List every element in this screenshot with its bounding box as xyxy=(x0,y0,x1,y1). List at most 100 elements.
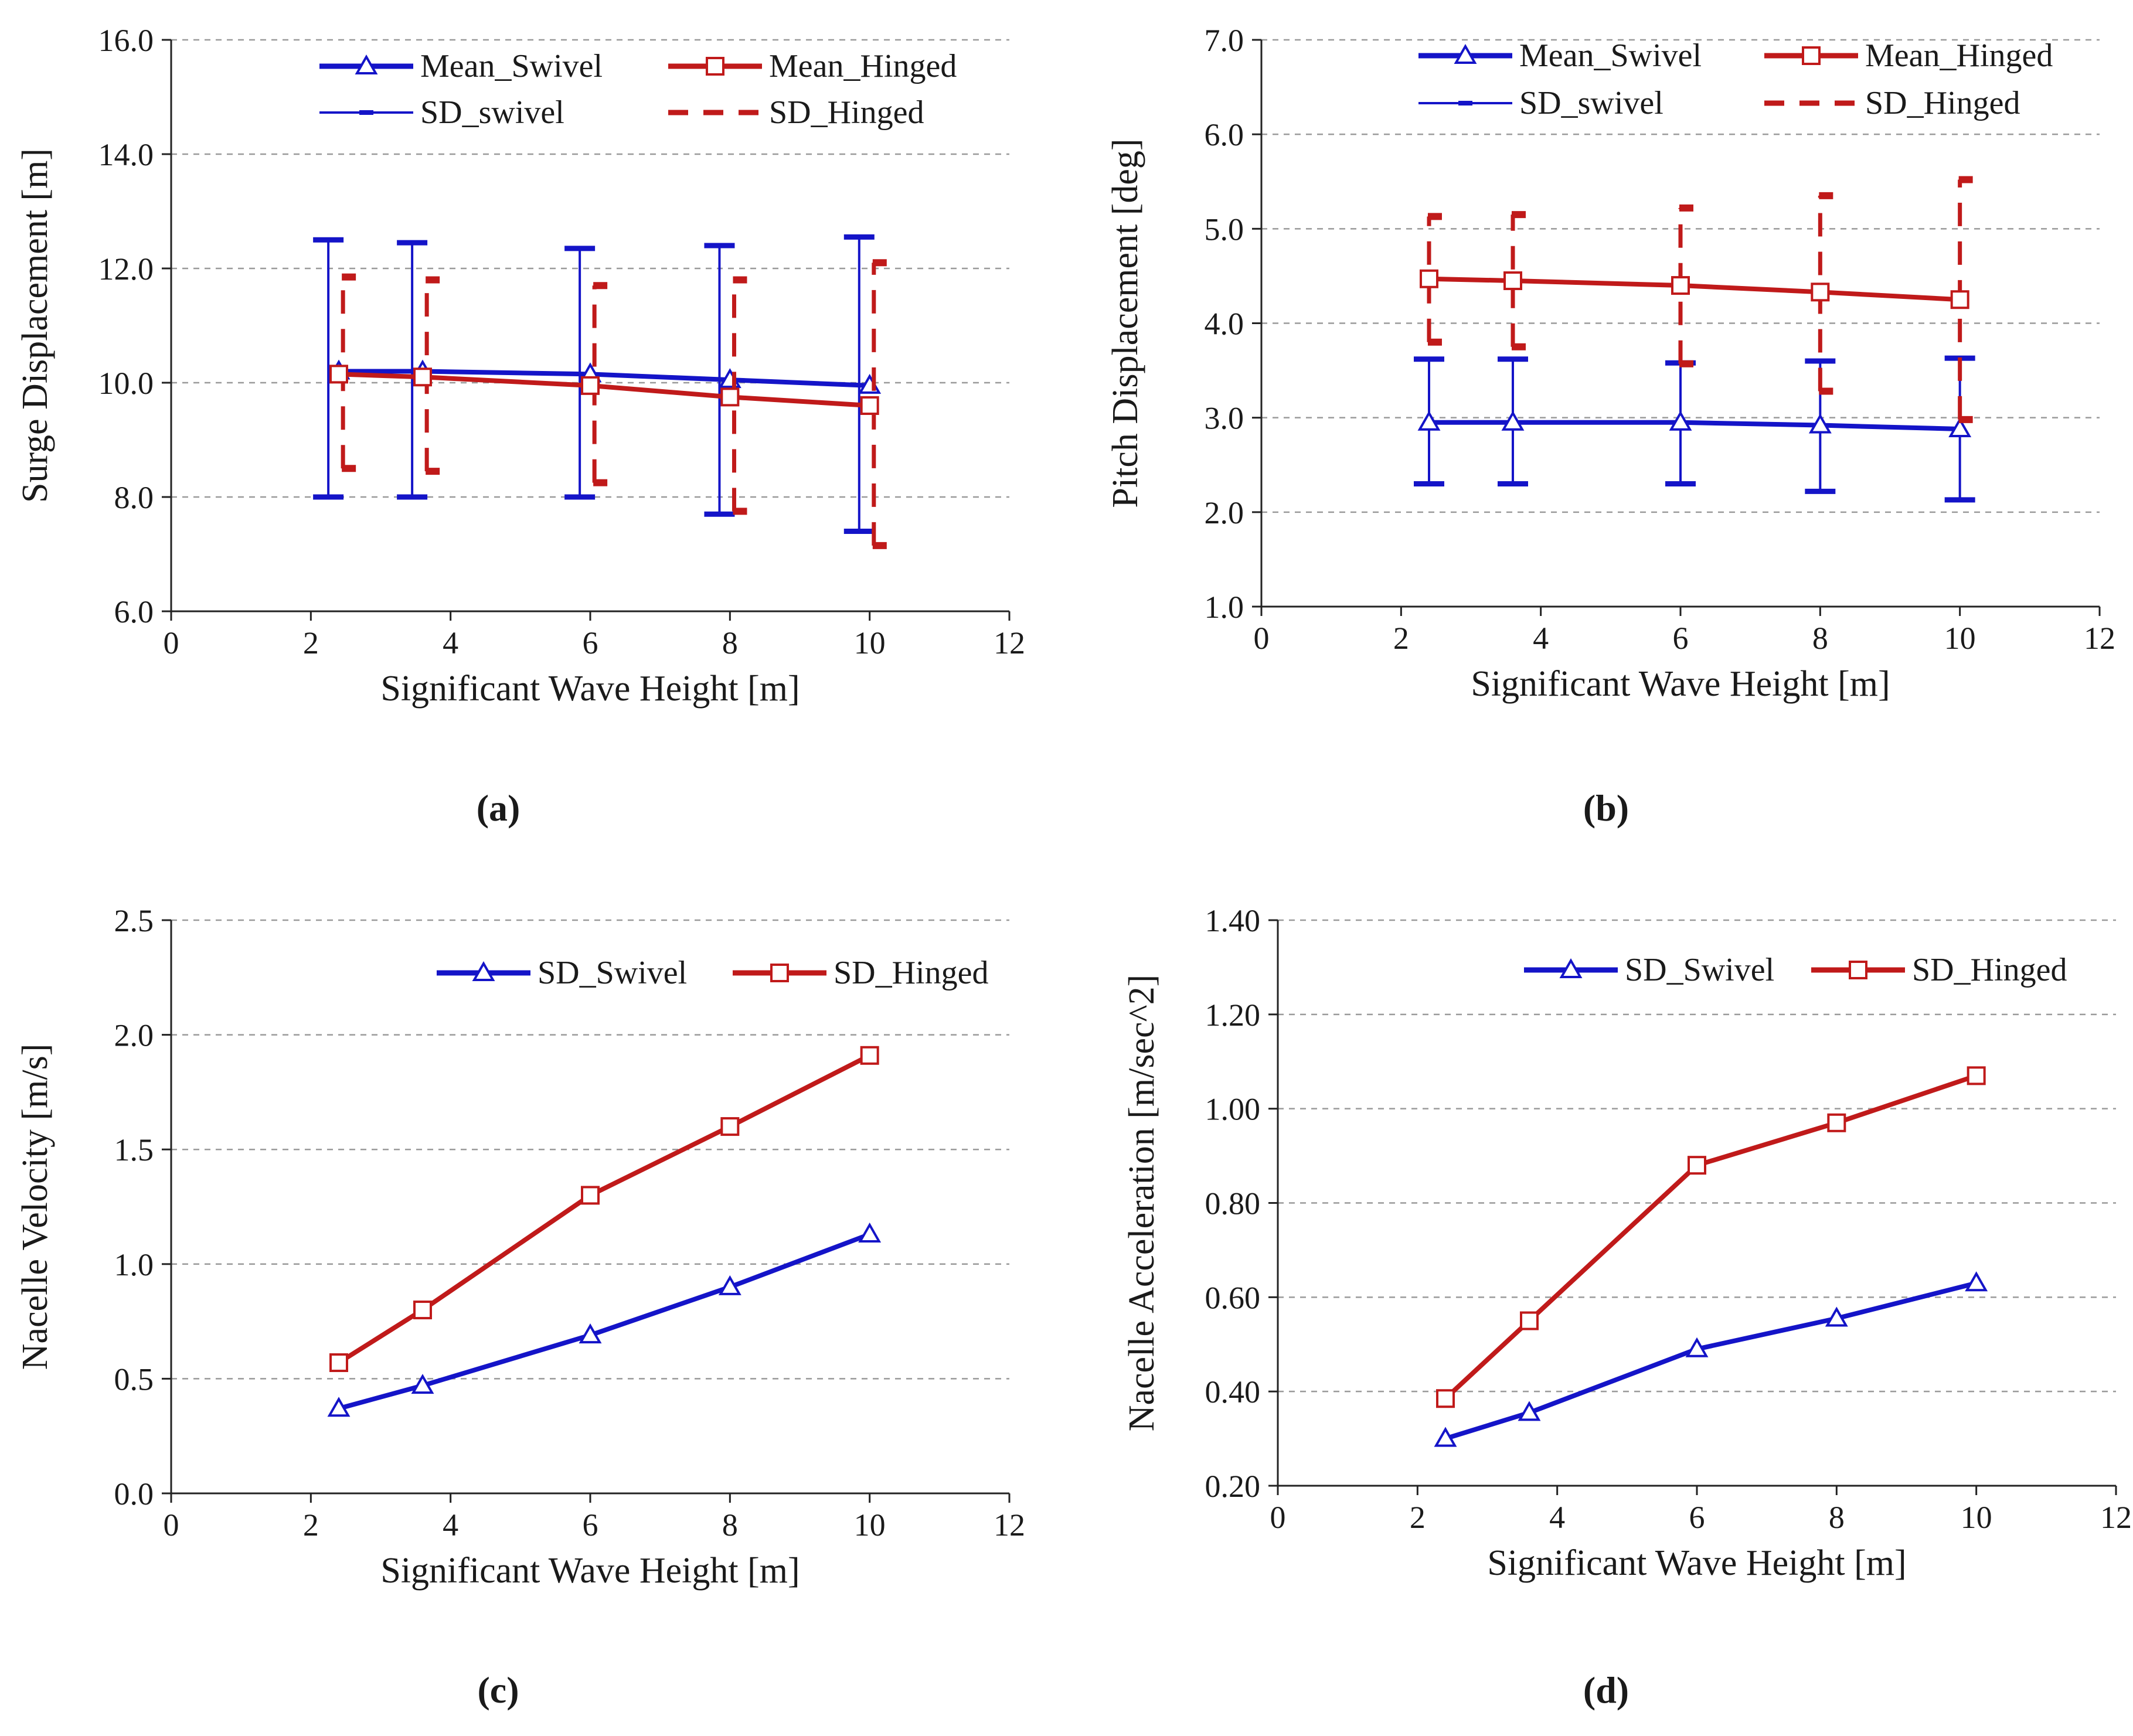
data-point-Mean_Hinged xyxy=(413,367,432,387)
y-tick-label: 16.0 xyxy=(98,23,154,58)
y-tick-label: 6.0 xyxy=(1205,117,1244,152)
x-tick-label: 12 xyxy=(994,625,1025,661)
y-tick-label: 0.40 xyxy=(1205,1374,1261,1410)
data-point-Mean_Hinged xyxy=(1671,276,1690,295)
x-tick-label: 0 xyxy=(1270,1500,1286,1535)
x-axis-title: Significant Wave Height [m] xyxy=(380,669,800,709)
y-tick-label: 0.0 xyxy=(114,1476,154,1512)
data-point-Mean_Hinged xyxy=(860,396,879,415)
legend-label-1: SD_Hinged xyxy=(834,955,988,991)
y-axis-title: Nacelle Acceleration [m/sec^2] xyxy=(1122,975,1162,1432)
legend-label-2: SD_swivel xyxy=(420,94,564,131)
x-tick-label: 8 xyxy=(722,1507,738,1543)
panel-label: (c) xyxy=(477,1669,519,1711)
legend-label-3: SD_Hinged xyxy=(1865,85,2020,121)
x-tick-label: 10 xyxy=(854,625,886,661)
x-tick-label: 12 xyxy=(994,1507,1025,1543)
legend-marker-0 xyxy=(472,961,495,981)
x-tick-label: 6 xyxy=(1673,621,1689,656)
x-tick-label: 6 xyxy=(583,1507,598,1543)
legend: Mean_Swivel Mean_Hinged SD_swivel SD_Hinged xyxy=(319,48,957,131)
x-axis-title: Significant Wave Height [m] xyxy=(1487,1543,1906,1583)
x-tick-label: 8 xyxy=(1812,621,1828,656)
panel-label: (a) xyxy=(477,787,521,829)
y-tick-label: 14.0 xyxy=(98,137,154,172)
panel-label: (b) xyxy=(1583,787,1629,829)
legend: SD_Swivel SD_Hinged xyxy=(437,955,988,991)
x-tick-label: 8 xyxy=(722,625,738,661)
data-point-SD_Hinged xyxy=(581,1186,600,1205)
y-tick-label: 0.60 xyxy=(1205,1280,1261,1315)
chart-panel-d-acceleration: 0.20 0.40 0.60 0.80 1.00 1.20 1.40 0 2 4 6 8 10 12 Sig… xyxy=(1122,903,2132,1711)
legend-label-0: Mean_Swivel xyxy=(420,48,603,84)
x-tick-label: 4 xyxy=(1533,621,1549,656)
data-point-SD_Swivel xyxy=(1518,1401,1541,1421)
y-tick-label: 7.0 xyxy=(1205,23,1244,58)
x-tick-label: 4 xyxy=(443,1507,458,1543)
y-axis-title: Pitch Displacement [deg] xyxy=(1105,138,1145,508)
legend-label-1: Mean_Hinged xyxy=(769,48,957,84)
panel-label: (d) xyxy=(1583,1669,1629,1711)
y-tick-label: 0.80 xyxy=(1205,1186,1261,1221)
legend-marker-1 xyxy=(1802,46,1821,65)
legend-marker-0 xyxy=(1559,958,1583,978)
data-point-SD_Swivel xyxy=(327,1397,351,1417)
data-point-SD_Swivel xyxy=(1825,1306,1848,1327)
y-tick-label: 8.0 xyxy=(114,480,154,515)
data-point-Mean_Hinged xyxy=(1420,269,1438,288)
legend-marker-0 xyxy=(1454,43,1477,64)
y-tick-label: 6.0 xyxy=(114,594,154,629)
x-axis-title: Significant Wave Height [m] xyxy=(380,1551,800,1591)
y-tick-label: 1.20 xyxy=(1205,998,1261,1033)
data-point-SD_Swivel xyxy=(1685,1337,1709,1357)
data-point-Mean_Hinged xyxy=(1950,290,1969,309)
x-tick-label: 0 xyxy=(1254,621,1270,656)
legend-marker-1 xyxy=(1849,961,1867,979)
legend-label-1: SD_Hinged xyxy=(1912,952,2067,988)
data-point-SD_Swivel xyxy=(411,1374,434,1394)
x-tick-label: 0 xyxy=(164,625,179,661)
x-tick-label: 6 xyxy=(1689,1500,1705,1535)
legend-marker-1 xyxy=(706,57,724,76)
y-tick-label: 12.0 xyxy=(98,251,154,287)
legend-marker-0 xyxy=(355,54,378,74)
y-axis-title: Surge Displacement [m] xyxy=(15,148,55,503)
data-point-SD_Hinged xyxy=(329,1353,348,1373)
data-point-Mean_Swivel xyxy=(1417,410,1441,431)
data-point-Mean_Swivel xyxy=(1808,413,1832,434)
y-tick-label: 0.20 xyxy=(1205,1469,1261,1504)
data-point-SD_Hinged xyxy=(1827,1113,1846,1132)
x-tick-label: 10 xyxy=(1961,1500,1992,1535)
y-tick-label: 1.0 xyxy=(114,1247,154,1282)
legend-bar-marker-2 xyxy=(359,110,373,115)
y-tick-label: 1.00 xyxy=(1205,1092,1261,1127)
y-tick-label: 5.0 xyxy=(1205,212,1244,247)
data-point-SD_Hinged xyxy=(720,1117,740,1136)
data-point-Mean_Hinged xyxy=(581,376,600,395)
y-tick-label: 1.5 xyxy=(114,1132,154,1167)
y-tick-label: 0.5 xyxy=(114,1361,154,1397)
legend-label-0: Mean_Swivel xyxy=(1519,38,1702,74)
legend-label-3: SD_Hinged xyxy=(769,94,924,131)
x-axis-title: Significant Wave Height [m] xyxy=(1471,664,1890,704)
data-point-SD_Swivel xyxy=(718,1275,741,1295)
data-point-SD_Hinged xyxy=(1967,1066,1986,1085)
x-tick-label: 4 xyxy=(1549,1500,1565,1535)
data-point-Mean_Swivel xyxy=(1669,410,1692,431)
y-tick-label: 10.0 xyxy=(98,366,154,401)
data-point-SD_Hinged xyxy=(860,1046,879,1065)
x-tick-label: 12 xyxy=(2100,1500,2132,1535)
y-tick-label: 1.0 xyxy=(1205,590,1244,625)
legend-label-0: SD_Swivel xyxy=(1625,952,1774,988)
y-tick-label: 3.0 xyxy=(1205,401,1244,436)
x-tick-label: 2 xyxy=(1393,621,1409,656)
legend: Mean_Swivel Mean_Hinged SD_swivel SD_Hinged xyxy=(1418,38,2053,121)
y-tick-label: 1.40 xyxy=(1205,903,1261,938)
legend-bar-marker-2 xyxy=(1458,101,1472,105)
chart-panel-b-pitch: 1.0 2.0 3.0 4.0 5.0 6.0 7.0 0 2 4 6 8 10 12 Significan… xyxy=(1105,23,2115,829)
data-point-SD_Swivel xyxy=(1965,1271,1988,1292)
x-tick-label: 4 xyxy=(443,625,458,661)
y-tick-label: 2.0 xyxy=(1205,495,1244,530)
data-point-SD_Hinged xyxy=(413,1301,432,1320)
